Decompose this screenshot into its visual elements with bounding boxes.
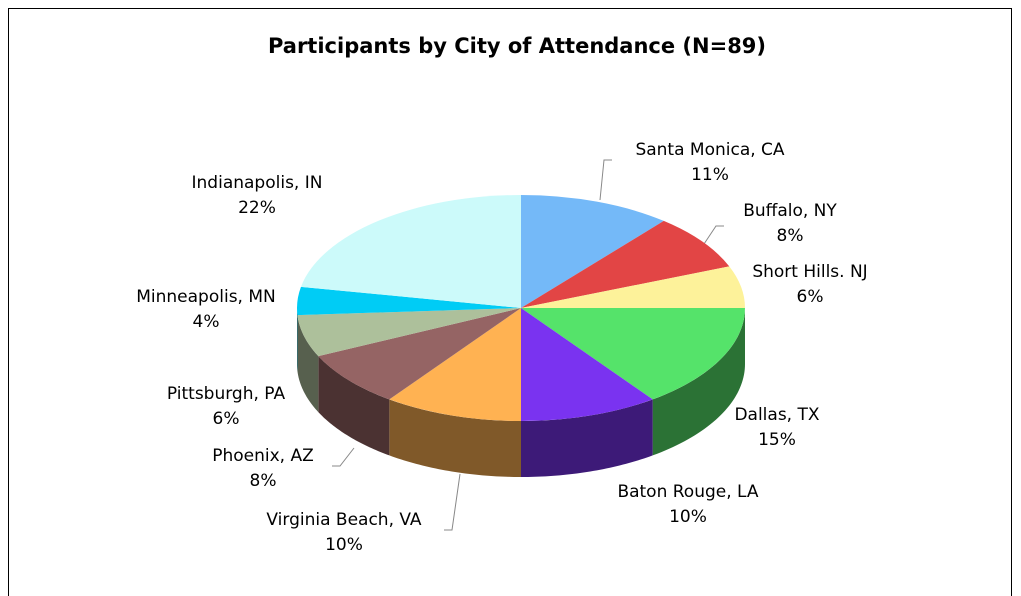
pie-sides — [297, 308, 745, 477]
slice-value-label: 11% — [691, 165, 729, 185]
leader-line — [332, 447, 355, 467]
slice — [521, 266, 745, 308]
slice-value-label: 4% — [193, 312, 220, 332]
slice — [521, 308, 745, 400]
slice — [297, 308, 521, 357]
slice — [300, 195, 521, 308]
slice — [521, 220, 730, 308]
slice-label: Indianapolis, IN — [192, 173, 323, 193]
leader-line — [703, 225, 724, 245]
slice-value-label: 8% — [250, 471, 277, 491]
slice-label: Virginia Beach, VA — [266, 510, 422, 530]
slice-label: Baton Rouge, LA — [617, 482, 758, 502]
slice-value-label: 10% — [669, 507, 707, 527]
slice — [521, 308, 653, 421]
slice-value-label: 6% — [797, 287, 824, 307]
slice-label: Phoenix, AZ — [212, 446, 314, 466]
slice-label: Dallas, TX — [734, 405, 819, 425]
leader-line — [444, 473, 461, 531]
slice-value-label: 6% — [213, 409, 240, 429]
slice — [521, 195, 664, 308]
leader-line — [599, 159, 612, 201]
slice-value-label: 8% — [777, 226, 804, 246]
slice — [297, 286, 521, 316]
slice-side — [652, 308, 745, 456]
leaders — [332, 159, 724, 531]
slice-side — [389, 399, 521, 477]
slice-label: Santa Monica, CA — [635, 140, 784, 160]
slice — [389, 308, 521, 421]
slice-label: Minneapolis, MN — [136, 287, 276, 307]
slice-label: Pittsburgh, PA — [167, 384, 286, 404]
pie-tops — [297, 195, 745, 421]
slice — [318, 308, 521, 400]
slice-label: Short Hills. NJ — [752, 262, 867, 282]
slice-value-label: 10% — [325, 535, 363, 555]
chart-title: Participants by City of Attendance (N=89… — [268, 34, 766, 58]
slice-side — [318, 356, 390, 456]
slice-value-label: 15% — [758, 430, 796, 450]
slice-value-label: 22% — [238, 198, 276, 218]
slice-label: Buffalo, NY — [743, 201, 837, 221]
slice-side — [297, 315, 319, 413]
slice-side — [521, 399, 653, 477]
